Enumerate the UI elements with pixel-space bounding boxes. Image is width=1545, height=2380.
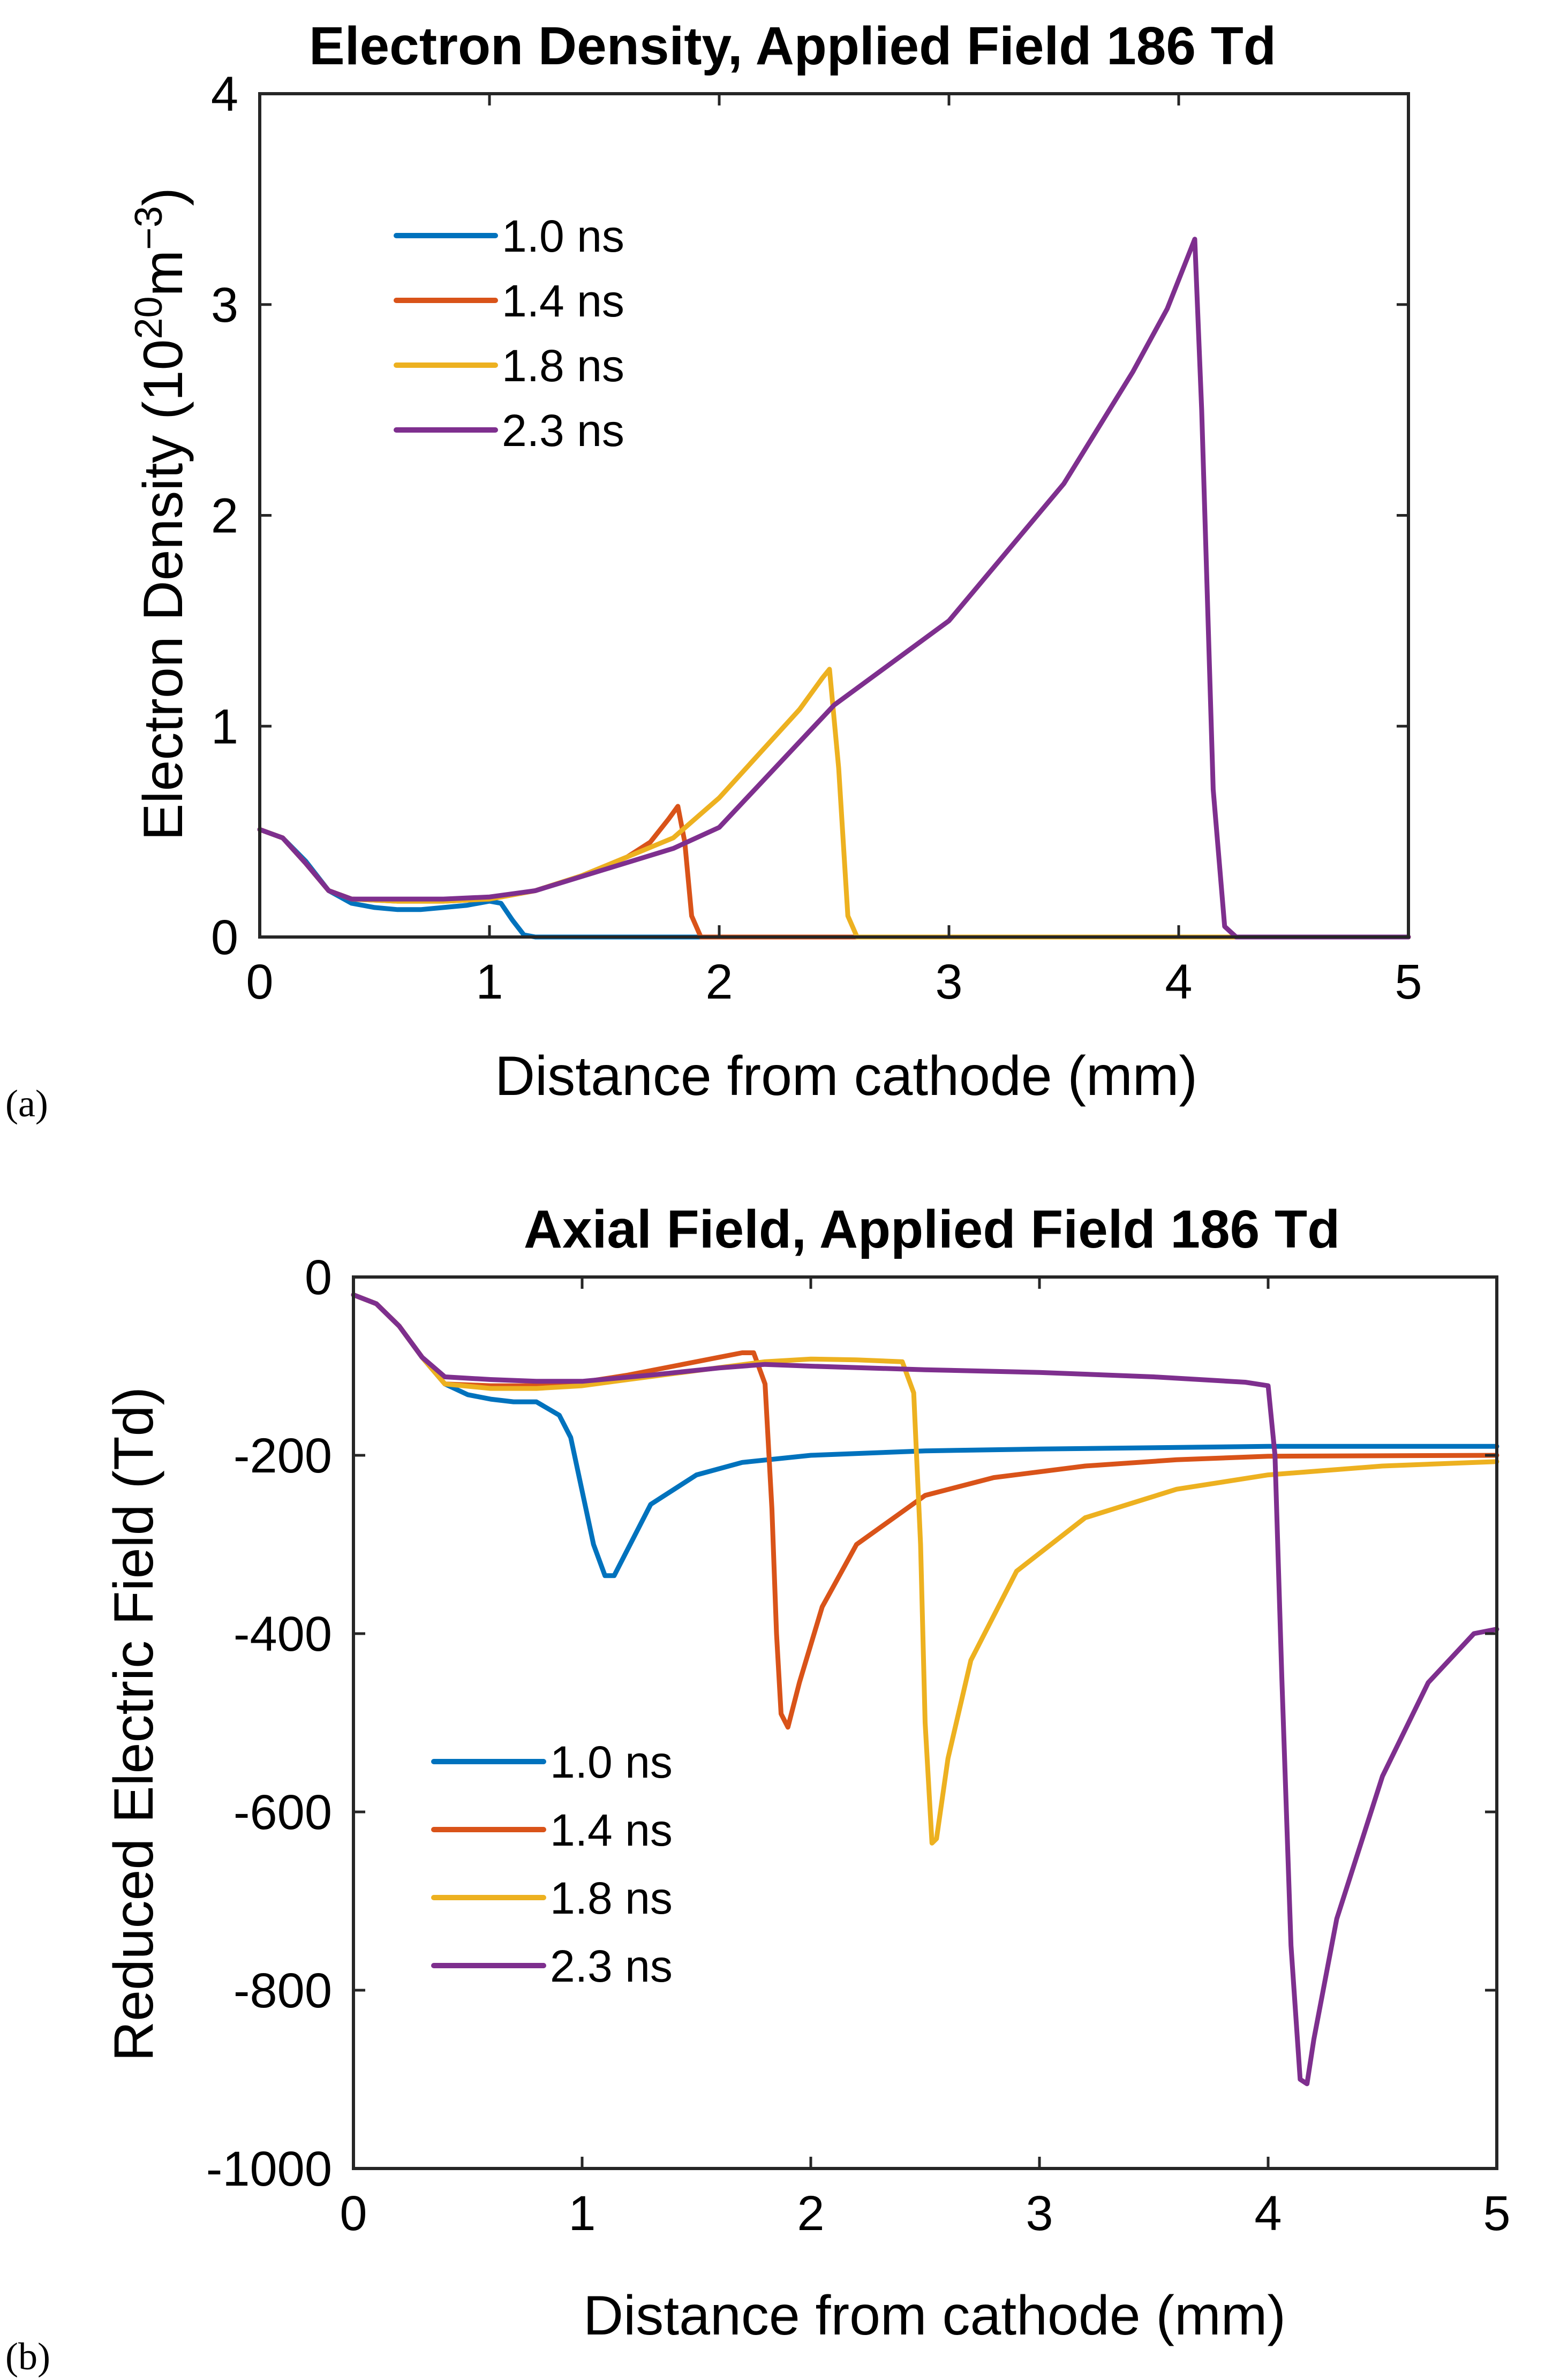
panel-a-x-tick-label: 2	[705, 955, 733, 1009]
panel-b-y-tick-label: -1000	[206, 2142, 332, 2196]
panel-b-tag: (b)	[5, 2335, 50, 2378]
panel-a-x-tick-label: 1	[476, 955, 503, 1009]
panel-b-series-line-4	[351, 1292, 1499, 2087]
panel-a-x-tick-label: 5	[1395, 955, 1422, 1009]
panel-a-y-label-exp2: −3	[127, 206, 170, 250]
panel-a-x-tick-label: 0	[246, 955, 273, 1009]
panel-a-legend-label-4: 2.3 ns	[502, 405, 624, 456]
panel-b-legend-label-2: 1.4 ns	[550, 1805, 673, 1855]
panel-b-x-tick-label: 0	[340, 2186, 367, 2241]
panel-a-tag: (a)	[5, 1082, 48, 1125]
panel-b-y-tick-label: -800	[233, 1963, 332, 2018]
panel-a-y-tick-label: 4	[211, 67, 238, 122]
panel-b-x-tick-label: 5	[1483, 2186, 1510, 2241]
panel-a-x-axis-label: Distance from cathode (mm)	[495, 1045, 1197, 1107]
panel-b-y-tick-label: -200	[233, 1429, 332, 1483]
panel-b-title: Axial Field, Applied Field 186 Td	[524, 1199, 1340, 1259]
panel-b-x-tick-label: 3	[1026, 2186, 1053, 2241]
panel-a-x-tick-label: 3	[935, 955, 962, 1009]
panel-a-series-line-2	[257, 804, 1411, 940]
panel-a-title: Electron Density, Applied Field 186 Td	[309, 16, 1276, 76]
panel-a-series-line-4	[257, 237, 1411, 940]
panel-a-y-tick-label: 0	[211, 910, 238, 965]
panel-b-legend-label-3: 1.8 ns	[550, 1873, 673, 1923]
panel-b-legend-label-1: 1.0 ns	[550, 1737, 673, 1787]
panel-a-y-label-prefix: Electron Density (10	[132, 339, 194, 841]
panel-b-y-tick-label: -400	[233, 1607, 332, 1661]
panel-a-y-label-exp1: 20	[127, 296, 170, 339]
panel-b-x-tick-label: 1	[568, 2186, 596, 2241]
panel-a-y-tick-label: 1	[211, 699, 238, 754]
panel-a-y-tick-label: 3	[211, 278, 238, 333]
panel-b-x-tick-label: 4	[1254, 2186, 1282, 2241]
panel-b-y-tick-label: 0	[305, 1250, 332, 1305]
panel-a-legend: 1.0 ns 1.4 ns 1.8 ns 2.3 ns	[394, 211, 624, 456]
panel-b-series-line-1	[351, 1292, 1499, 1578]
panel-a-legend-label-3: 1.8 ns	[502, 341, 624, 391]
panel-b-axial-field: Axial Field, Applied Field 186 Td 0 1 2 3 4 5…	[5, 1199, 1511, 2378]
panel-b-plot-frame	[352, 1275, 1498, 2170]
panel-b-y-tick-label: -600	[233, 1785, 332, 1840]
panel-a-y-label-mid: m	[132, 250, 194, 297]
panel-a-y-label-suffix: )	[132, 187, 194, 206]
panel-a-y-axis-label: Electron Density (1020m−3)	[127, 187, 194, 841]
panel-a-y-tick-label: 2	[211, 489, 238, 543]
panel-b-series-line-3	[351, 1292, 1499, 1846]
panel-a-legend-label-2: 1.4 ns	[502, 276, 624, 326]
panel-a-legend-label-1: 1.0 ns	[502, 211, 624, 261]
panel-b-x-axis-label: Distance from cathode (mm)	[583, 2285, 1286, 2347]
panel-a-electron-density: Electron Density, Applied Field 186 Td 0…	[5, 16, 1422, 1125]
panel-b-x-tick-label: 2	[797, 2186, 824, 2241]
panel-a-series-line-1	[257, 827, 1411, 940]
panel-b-legend: 1.0 ns 1.4 ns 1.8 ns 2.3 ns	[431, 1737, 673, 1991]
panel-b-legend-label-4: 2.3 ns	[550, 1941, 673, 1991]
panel-a-plot-frame	[258, 92, 1410, 939]
panel-a-x-tick-label: 4	[1165, 955, 1192, 1009]
panel-b-y-axis-label: Reduced Electric Field (Td)	[103, 1387, 165, 2061]
